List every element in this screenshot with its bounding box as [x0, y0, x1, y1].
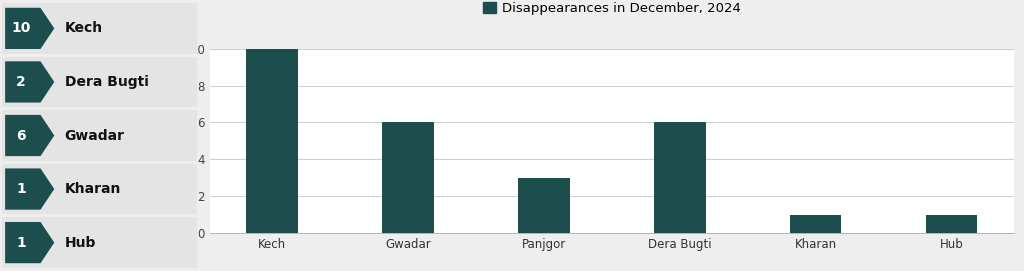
Text: Gwadar: Gwadar: [65, 128, 125, 143]
Bar: [926, 215, 977, 233]
Text: Kech: Kech: [65, 21, 102, 36]
Bar: [518, 178, 569, 233]
Bar: [654, 122, 706, 233]
Text: Kharan: Kharan: [65, 182, 121, 196]
Bar: [382, 122, 434, 233]
Bar: [790, 215, 842, 233]
Text: 1: 1: [16, 182, 26, 196]
Text: Hub: Hub: [65, 235, 96, 250]
Legend: Disappearances in December, 2024: Disappearances in December, 2024: [477, 0, 746, 20]
Text: 6: 6: [16, 128, 26, 143]
Bar: [247, 49, 298, 233]
Text: 2: 2: [16, 75, 26, 89]
Text: Dera Bugti: Dera Bugti: [65, 75, 148, 89]
Text: 10: 10: [11, 21, 31, 36]
Text: 1: 1: [16, 235, 26, 250]
